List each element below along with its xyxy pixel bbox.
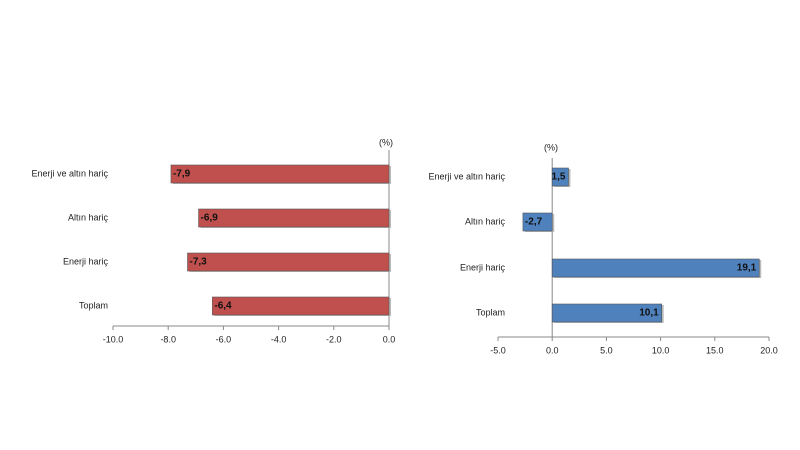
bar — [212, 296, 390, 316]
value-label: -6,9 — [201, 213, 219, 224]
value-label: -6,4 — [214, 301, 232, 312]
x-tick-label: 15.0 — [706, 345, 724, 355]
category-label: Enerji ve altın hariç — [31, 168, 108, 178]
bar — [551, 167, 569, 187]
unit-label: (%) — [544, 142, 558, 152]
bar — [522, 212, 553, 232]
bar — [551, 303, 662, 323]
category-label: Enerji ve altın hariç — [428, 171, 505, 181]
x-tick-label: -2.0 — [326, 334, 342, 344]
x-tick-label: 0.0 — [383, 334, 396, 344]
value-label: 10,1 — [639, 308, 659, 319]
value-label: 19,1 — [737, 263, 757, 274]
x-tick-label: -4.0 — [271, 334, 287, 344]
category-label: Altın hariç — [68, 212, 109, 222]
bar — [551, 258, 760, 278]
category-label: Enerji hariç — [63, 256, 109, 266]
x-tick-label: 0.0 — [546, 345, 559, 355]
category-label: Toplam — [79, 300, 108, 310]
value-label: -2,7 — [525, 217, 543, 228]
x-tick-label: 10.0 — [652, 345, 670, 355]
x-tick-label: -5.0 — [490, 345, 506, 355]
x-tick-label: -10.0 — [103, 334, 124, 344]
bar — [198, 208, 390, 228]
x-tick-label: -8.0 — [160, 334, 176, 344]
category-label: Toplam — [476, 307, 505, 317]
x-tick-label: 20.0 — [760, 345, 778, 355]
bar — [187, 252, 390, 272]
unit-label: (%) — [379, 137, 393, 147]
value-label: 1,5 — [552, 172, 566, 183]
value-label: -7,3 — [190, 257, 208, 268]
bar — [170, 164, 390, 184]
category-label: Altın hariç — [465, 216, 506, 226]
x-tick-label: -6.0 — [216, 334, 232, 344]
value-label: -7,9 — [173, 169, 191, 180]
x-tick-label: 5.0 — [600, 345, 613, 355]
category-label: Enerji hariç — [460, 262, 506, 272]
